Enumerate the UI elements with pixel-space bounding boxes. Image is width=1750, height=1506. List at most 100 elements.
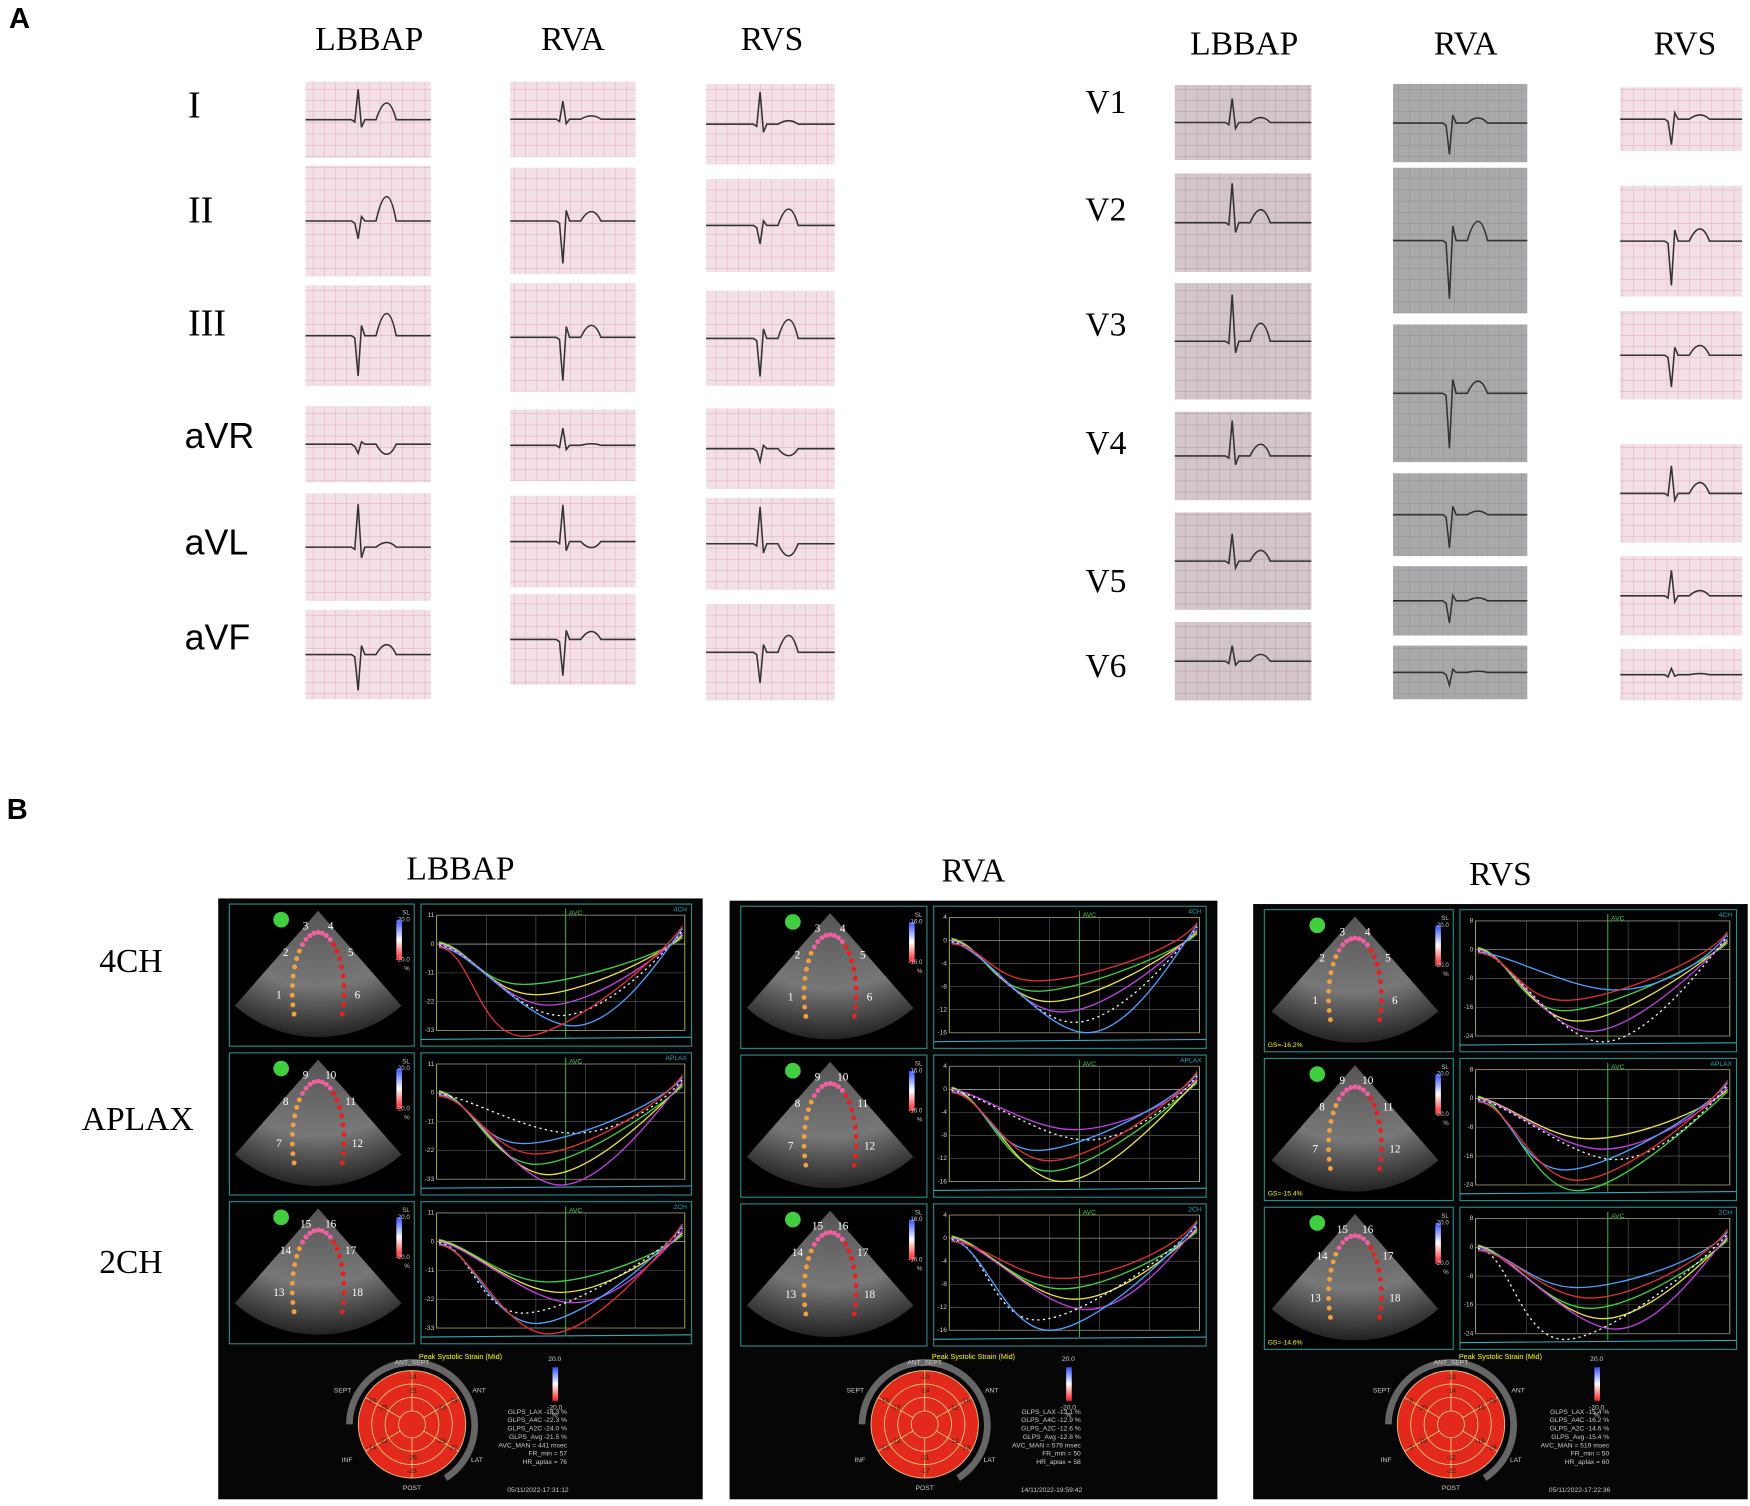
ecg-trace <box>1620 344 1743 388</box>
y-tick-label: -16 <box>1464 1153 1474 1160</box>
bullseye-value: -12 <box>949 1438 959 1445</box>
speckle-dot <box>839 1236 845 1242</box>
echo-sector <box>234 1059 402 1187</box>
y-tick-label: -8 <box>1467 1273 1473 1280</box>
color-bar-label: SL <box>1441 915 1449 922</box>
speckle-dot <box>1371 1251 1377 1257</box>
segment-number: 17 <box>1382 1250 1394 1262</box>
speckle-dot <box>853 1302 859 1308</box>
speckle-dot <box>819 935 825 941</box>
ecg-trace <box>510 427 636 452</box>
speckle-dot <box>1360 1087 1366 1093</box>
column-header: LBBAP <box>315 21 423 58</box>
lead-label: V6 <box>1085 648 1126 685</box>
speckle-dot <box>341 1141 347 1147</box>
speckle-dot <box>1327 1276 1333 1282</box>
bullseye-value: -14 <box>920 1388 930 1395</box>
y-tick-label: -4 <box>941 1258 947 1265</box>
stat-line: GLPS_A2C -12.6 % <box>1021 1426 1081 1433</box>
speckle-dot <box>1352 1233 1358 1239</box>
speckle-dot <box>323 933 329 939</box>
speckle-dot <box>1344 1087 1350 1093</box>
speckle-dot <box>835 1084 841 1090</box>
speckle-dot <box>802 1004 808 1010</box>
segment-number: 8 <box>795 1098 801 1110</box>
speckle-dot <box>835 1232 841 1238</box>
speckle-dot <box>823 1230 829 1236</box>
speckle-dot <box>341 983 347 989</box>
speckle-dot <box>307 1230 313 1236</box>
probe-icon <box>785 1211 801 1228</box>
speckle-dot <box>806 1255 812 1261</box>
drift-trace <box>1459 1339 1737 1344</box>
view-tag: APLAX <box>665 1055 687 1062</box>
color-bar-label: -20.0 <box>396 957 411 964</box>
bullseye-value: -15 <box>448 1398 458 1405</box>
speckle-dot <box>341 1280 347 1286</box>
color-bar <box>1435 1074 1441 1115</box>
speckle-dot <box>1374 1259 1380 1265</box>
color-bar <box>1594 1367 1601 1401</box>
segment-number: 11 <box>1383 1102 1394 1114</box>
segment-number: 6 <box>867 992 873 1004</box>
speckle-dot <box>843 1093 849 1099</box>
strain-chart <box>933 1054 1207 1198</box>
color-bar-label: % <box>917 968 923 975</box>
speckle-dot <box>815 1087 821 1093</box>
group-title: RVS <box>1469 856 1532 893</box>
color-bar <box>909 1070 915 1112</box>
segment-number: 3 <box>815 923 821 935</box>
color-bar-label: SL <box>915 1209 923 1216</box>
group-title: RVA <box>942 853 1006 890</box>
lead-label: aVF <box>185 617 251 657</box>
bullseye-value: -13 <box>1446 1374 1456 1381</box>
speckle-dot <box>1356 1085 1362 1091</box>
probe-icon <box>785 914 801 930</box>
segment-number: 10 <box>837 1072 849 1084</box>
speckle-dot <box>340 1151 346 1157</box>
ecg-trace <box>305 643 431 691</box>
bullseye-value: -16 <box>1475 1404 1485 1411</box>
bullseye-spoke <box>365 1397 401 1418</box>
speckle-dot <box>1336 1245 1342 1251</box>
speckle-dot <box>803 1264 809 1270</box>
ecg-trace <box>1393 379 1528 449</box>
lead-label: V2 <box>1085 191 1126 228</box>
speckle-dot <box>334 1246 340 1252</box>
y-tick-label: -11 <box>425 1118 434 1125</box>
view-tag: 4CH <box>1719 912 1733 919</box>
speckle-dot <box>1326 1137 1332 1143</box>
speckle-dot <box>1360 1236 1366 1242</box>
segment-label: ANT <box>985 1388 998 1395</box>
bullseye-title: Peak Systolic Strain (Mid) <box>1459 1352 1542 1361</box>
y-tick-label: 0 <box>431 1090 435 1097</box>
bullseye-circle <box>910 1410 939 1439</box>
stat-line: AVC_MAN = 519 msec <box>1541 1442 1610 1449</box>
speckle-dot <box>331 1239 337 1245</box>
speckle-dot <box>811 1242 817 1247</box>
segment-number: 3 <box>1340 926 1346 938</box>
speckle-dot <box>341 992 347 998</box>
y-tick-label: 0 <box>431 1238 435 1245</box>
color-bar-label: -20.0 <box>1435 1111 1450 1118</box>
speckle-dot <box>290 1151 296 1157</box>
segment-number: 16 <box>1362 1224 1374 1236</box>
speckle-dot <box>1376 1267 1382 1273</box>
speckle-dot <box>319 1228 325 1234</box>
scale-label: -20.0 <box>547 1404 563 1411</box>
speckle-dot <box>340 1002 346 1008</box>
bullseye-value: -19 <box>1417 1438 1427 1445</box>
y-tick-label: -24 <box>1464 1182 1474 1189</box>
y-tick-label: 8 <box>1470 1066 1474 1073</box>
color-bar <box>1435 1222 1441 1264</box>
strain-curve <box>951 1071 1198 1162</box>
color-bar-label: 20.0 <box>398 1214 411 1221</box>
bullseye-value: -12 <box>949 1404 959 1411</box>
scale-label: 20.0 <box>548 1356 561 1363</box>
speckle-dot <box>1333 1251 1339 1257</box>
lead-label: V4 <box>1085 425 1126 462</box>
speckle-dot <box>1326 1147 1332 1153</box>
speckle-dot <box>1327 1128 1333 1133</box>
speckle-dot <box>303 1234 309 1240</box>
